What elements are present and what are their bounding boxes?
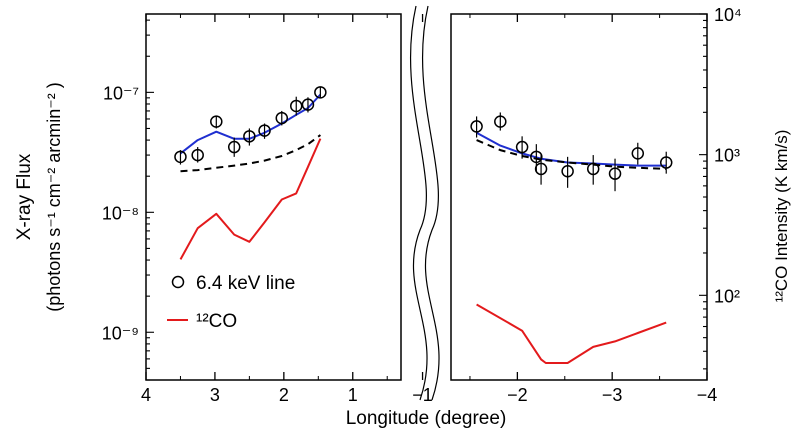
- data-point: [608, 167, 622, 180]
- data-point: [631, 147, 645, 160]
- data-point: [561, 164, 574, 178]
- axis-ticks: 4 3 2 1 −1 −2 −3 −4 10⁻⁷ 10⁻⁸ 10⁻⁹ 10⁴ 10³ 10²: [102, 5, 742, 405]
- x-tick-label: −2: [507, 385, 528, 405]
- data-point: [191, 148, 204, 162]
- co-intensity-line: [179, 138, 322, 260]
- data-point: [470, 120, 483, 133]
- y-right-tick-label: 10³: [714, 146, 740, 166]
- data-point: [275, 111, 289, 125]
- x-tick-label: 1: [348, 385, 358, 405]
- legend: 6.4 keV line ¹²CO: [167, 273, 295, 332]
- data-point: [258, 124, 271, 137]
- dashed-model-line: [180, 134, 321, 173]
- y-right-tick-label: 10⁴: [714, 5, 742, 25]
- y-left-tick-label: 10⁻⁸: [102, 203, 139, 223]
- y-left-tick-label: 10⁻⁷: [103, 83, 139, 103]
- data-point: [494, 115, 507, 128]
- data-point: [210, 115, 223, 128]
- data-point: [659, 156, 673, 169]
- co-intensity-line: [476, 303, 667, 364]
- x-tick-label: 3: [210, 385, 220, 405]
- x-tick-label: 2: [279, 385, 289, 405]
- data-point: [314, 86, 327, 99]
- axis-break-line-right: [421, 5, 440, 401]
- x-tick-label: −3: [602, 385, 623, 405]
- legend-label-6.4kev: 6.4 keV line: [196, 273, 295, 294]
- data-point: [530, 150, 543, 164]
- y-right-tick-label: 10²: [714, 286, 740, 306]
- legend-circle-marker: [171, 275, 185, 289]
- y-axis-label-left-line1: X-ray Flux: [14, 153, 35, 240]
- data-point: [289, 99, 303, 113]
- data-point: [301, 98, 315, 111]
- y-axis-label-left-line2: (photons s⁻¹ cm⁻² arcmin⁻² ): [44, 82, 64, 312]
- data-point: [586, 162, 600, 176]
- blue-model-line: [179, 93, 322, 155]
- data-point: [243, 130, 256, 143]
- plot-area: [174, 86, 673, 364]
- data-point: [174, 150, 187, 164]
- right-panel-frame: [450, 13, 708, 381]
- x-tick-label: 4: [141, 385, 151, 405]
- legend-label-co: ¹²CO: [196, 311, 237, 332]
- data-point: [227, 140, 241, 154]
- axis-break-line-left: [409, 5, 428, 401]
- data-point: [534, 162, 548, 176]
- y-left-tick-label: 10⁻⁹: [102, 323, 139, 343]
- y-axis-label-right: ¹²CO Intensity (K km/s): [772, 130, 791, 303]
- dashed-model-line: [476, 139, 667, 170]
- x-axis-label: Longitude (degree): [346, 408, 507, 429]
- left-panel-frame: [145, 13, 402, 381]
- x-tick-label: −1: [412, 385, 433, 405]
- data-point: [515, 140, 529, 154]
- x-tick-label: −4: [697, 385, 718, 405]
